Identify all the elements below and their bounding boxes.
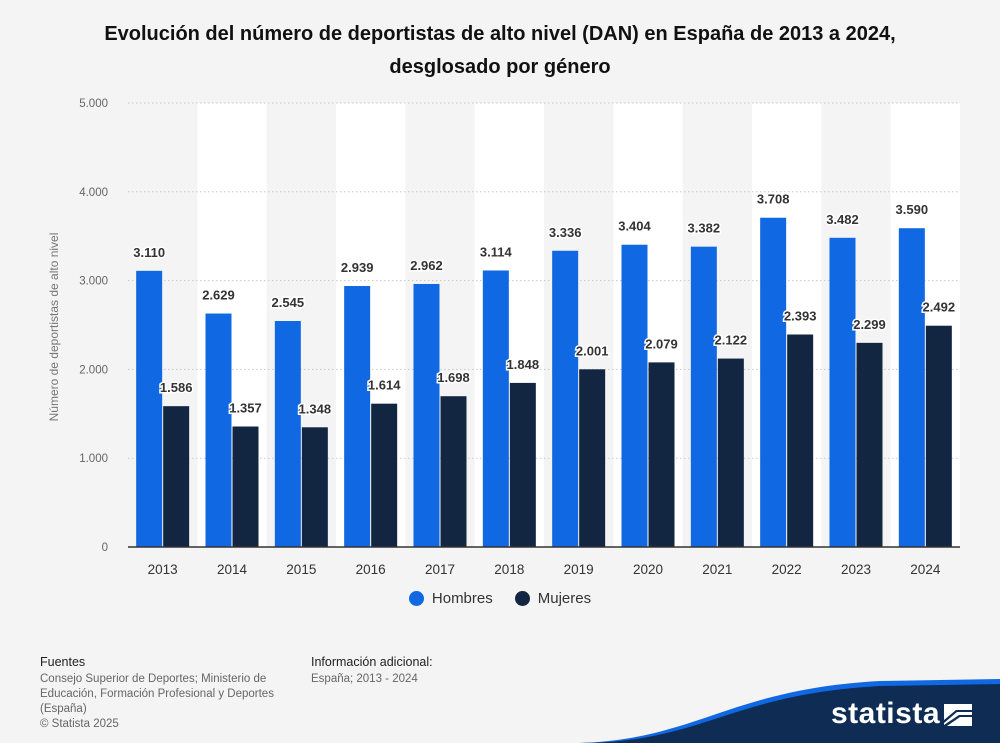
x-tick-label: 2016 (356, 562, 386, 577)
y-tick-label: 3.000 (79, 276, 108, 288)
additional-info-heading: Información adicional: (311, 655, 433, 669)
x-tick-label: 2021 (702, 562, 732, 577)
bar-mujeres (509, 382, 536, 547)
legend-marker-hombres (408, 591, 424, 606)
sources-line: Consejo Superior de Deportes; Ministerio… (40, 673, 267, 685)
data-label-hombres: 3.110 (133, 245, 165, 260)
additional-info-block: Información adicional: España; 2013 - 20… (311, 655, 571, 687)
sources-line: Educación, Formación Profesional y Depor… (40, 688, 274, 700)
statista-logo-text: statista (830, 697, 940, 730)
sources-block: Fuentes Consejo Superior de Deportes; Mi… (40, 655, 300, 732)
data-label-hombres: 3.590 (896, 202, 929, 217)
x-tick-label: 2019 (564, 562, 594, 577)
statista-logo-area[interactable]: statista (580, 679, 1000, 743)
bar-hombres (552, 250, 579, 548)
data-label-hombres: 3.114 (480, 244, 513, 259)
bar-mujeres (163, 406, 190, 547)
bar-hombres (482, 270, 509, 547)
data-label-hombres: 3.404 (618, 219, 651, 234)
data-label-mujeres: 1.848 (507, 357, 540, 372)
data-label-mujeres: 2.299 (853, 317, 886, 332)
bar-mujeres (440, 396, 467, 547)
data-label-hombres: 2.629 (202, 288, 235, 303)
legend-label-mujeres: Mujeres (537, 590, 592, 607)
sources-heading: Fuentes (40, 655, 86, 669)
x-tick-label: 2024 (910, 562, 941, 577)
data-label-hombres: 2.545 (272, 295, 305, 310)
data-label-mujeres: 1.614 (368, 378, 401, 393)
y-tick-label: 0 (102, 542, 108, 554)
bar-mujeres (925, 325, 952, 547)
y-axis-label: Número de deportistas de alto nivel (47, 233, 61, 422)
chart-title: Evolución del número de deportistas de a… (104, 23, 896, 78)
x-tick-label: 2022 (772, 562, 802, 577)
sources-line: (España) (40, 703, 87, 715)
bar-mujeres (717, 358, 744, 547)
bar-hombres (205, 313, 232, 547)
bar-hombres (413, 283, 440, 547)
data-label-hombres: 2.939 (341, 260, 374, 275)
bar-hombres (829, 237, 856, 547)
y-tick-label: 1.000 (79, 453, 108, 465)
bar-hombres (621, 244, 648, 547)
bar-hombres (344, 286, 371, 547)
bar-mujeres (787, 334, 814, 547)
y-tick-label: 5.000 (79, 98, 108, 110)
data-label-mujeres: 1.586 (160, 380, 193, 395)
x-tick-label: 2015 (286, 562, 316, 577)
y-tick-label: 2.000 (79, 364, 108, 376)
bar-mujeres (648, 362, 675, 547)
chart-legend: Hombres Mujeres (0, 590, 1000, 607)
bar-hombres (898, 228, 925, 547)
x-tick-label: 2013 (148, 562, 178, 577)
bar-mujeres (232, 426, 259, 547)
data-label-mujeres: 2.393 (784, 309, 817, 324)
x-tick-label: 2014 (217, 562, 248, 577)
bar-mujeres (579, 369, 606, 547)
legend-label-hombres: Hombres (431, 590, 493, 607)
bar-hombres (690, 246, 717, 547)
data-label-mujeres: 1.357 (229, 400, 262, 415)
data-label-mujeres: 2.492 (923, 300, 956, 315)
x-tick-label: 2017 (425, 562, 455, 577)
bar-hombres (274, 321, 301, 547)
data-label-hombres: 3.482 (826, 212, 859, 227)
y-tick-label: 4.000 (79, 187, 108, 199)
additional-info-text: España; 2013 - 2024 (311, 673, 418, 685)
x-tick-label: 2023 (841, 562, 871, 577)
data-label-hombres: 3.382 (688, 221, 721, 236)
data-label-mujeres: 1.698 (437, 370, 470, 385)
copyright-text: © Statista 2025 (40, 718, 119, 730)
data-label-mujeres: 2.122 (715, 333, 748, 348)
data-label-mujeres: 2.001 (576, 343, 609, 358)
data-label-hombres: 3.708 (757, 192, 790, 207)
data-label-hombres: 2.962 (410, 258, 443, 273)
bar-mujeres (301, 427, 328, 547)
legend-item-mujeres[interactable]: Mujeres (514, 590, 592, 607)
logo-wave-shape (580, 679, 1000, 743)
data-label-mujeres: 1.348 (299, 401, 332, 416)
bar-mujeres (371, 403, 398, 547)
data-label-hombres: 3.336 (549, 225, 582, 240)
x-tick-label: 2020 (633, 562, 663, 577)
bar-hombres (136, 270, 163, 547)
bar-chart: 0 1.000 2.000 3.000 4.000 5.000 Número de depo… (47, 98, 960, 577)
legend-marker-mujeres (514, 591, 530, 606)
data-label-mujeres: 2.079 (645, 336, 678, 351)
statista-logo-icon (944, 704, 972, 726)
bar-hombres (760, 217, 787, 547)
bar-mujeres (856, 342, 883, 547)
x-tick-label: 2018 (494, 562, 524, 577)
legend-item-hombres[interactable]: Hombres (408, 590, 493, 607)
